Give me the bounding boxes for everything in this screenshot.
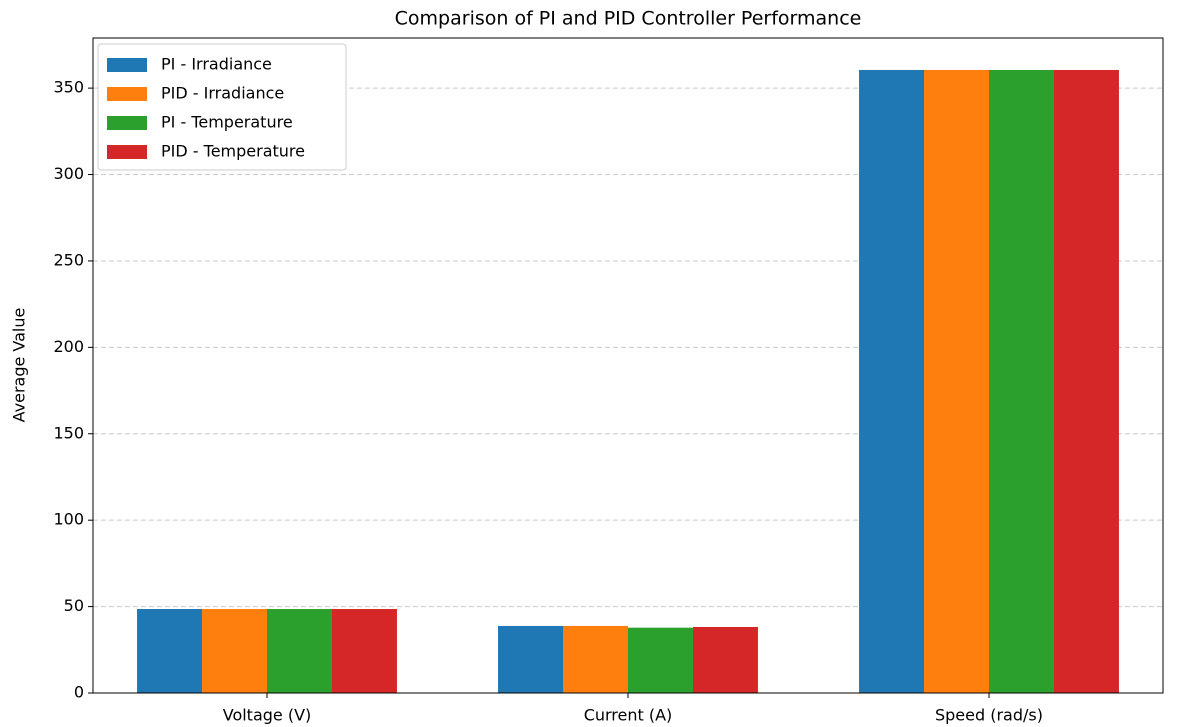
- x-tick-label: Speed (rad/s): [935, 706, 1043, 725]
- y-tick-label: 200: [53, 337, 84, 356]
- legend-swatch: [107, 145, 147, 159]
- legend-label: PI - Irradiance: [161, 55, 272, 74]
- legend-label: PID - Irradiance: [161, 84, 284, 103]
- bar: [859, 69, 925, 694]
- y-tick-label: 350: [53, 78, 84, 97]
- x-tick-label: Current (A): [584, 706, 673, 725]
- bar: [563, 625, 628, 693]
- legend-label: PI - Temperature: [161, 113, 293, 132]
- y-tick-label: 0: [74, 683, 84, 702]
- y-tick-label: 50: [64, 596, 84, 615]
- legend-swatch: [107, 116, 147, 130]
- bar: [331, 609, 397, 693]
- y-tick-label: 150: [53, 423, 84, 442]
- bar: [1053, 69, 1119, 694]
- bar: [267, 609, 332, 693]
- bar: [628, 627, 693, 693]
- y-tick-label: 100: [53, 510, 84, 529]
- legend-frame: [97, 43, 347, 171]
- bar: [692, 626, 758, 693]
- bar: [988, 69, 1054, 694]
- legend: PI - Irradiance PID - Irradiance PI - Temp…: [97, 43, 347, 171]
- bar: [202, 609, 268, 693]
- x-tick-label: Voltage (V): [223, 706, 312, 725]
- y-tick-label: 300: [53, 164, 84, 183]
- y-tick-label: 250: [53, 250, 84, 269]
- bar: [137, 609, 203, 693]
- legend-swatch: [107, 58, 147, 72]
- legend-swatch: [107, 87, 147, 101]
- chart-title: Comparison of PI and PID Controller Perf…: [395, 8, 862, 30]
- legend-label: PID - Temperature: [161, 142, 305, 161]
- y-axis-label: Average Value: [10, 308, 29, 423]
- plot-frame: [92, 37, 1164, 694]
- bar: [924, 69, 989, 694]
- bar: [498, 625, 564, 693]
